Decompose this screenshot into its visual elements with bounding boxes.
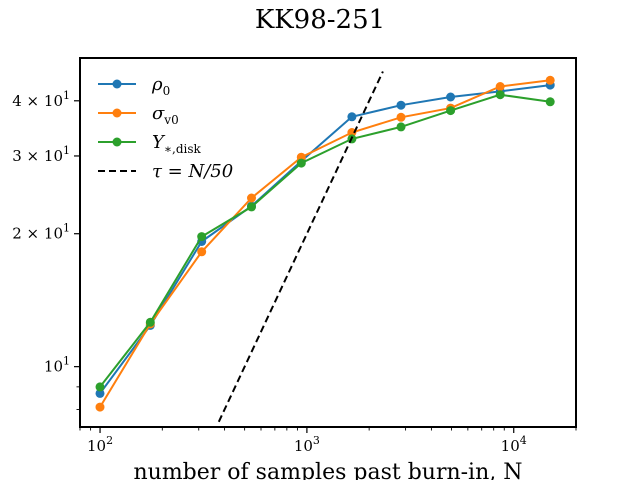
series-2-point-9	[545, 97, 555, 107]
x-tick-label-0: 102	[87, 434, 113, 455]
series-2-point-7	[446, 106, 456, 116]
series-2-point-4	[296, 158, 306, 168]
legend-label-0: ρ0	[151, 74, 170, 98]
legend-label-2: Υ∗,disk	[152, 132, 202, 156]
y-tick-label-2: 3 × 101	[12, 144, 70, 165]
series-1-point-6	[396, 112, 406, 122]
legend-label-1: σv0	[152, 103, 179, 127]
y-tick-label-1: 2 × 101	[12, 222, 70, 243]
legend-item-0: ρ0	[98, 74, 170, 98]
series-2-point-2	[197, 232, 207, 242]
series-2-point-8	[495, 90, 505, 100]
series-1-point-0	[95, 402, 105, 412]
x-axis-label: number of samples past burn-in, N	[133, 460, 522, 480]
series-2-point-6	[396, 122, 406, 132]
series-1-point-8	[495, 82, 505, 91]
plot-area	[95, 71, 555, 423]
series-0-point-0	[95, 388, 105, 398]
series-0-point-5	[347, 112, 357, 122]
x-axis-ticks: 102 103 104	[79, 427, 577, 455]
x-tick-label-2: 104	[501, 434, 527, 455]
series-line-0	[99, 84, 551, 394]
series-1-point-2	[197, 247, 207, 257]
legend: ρ0 σv0 Υ∗,disk τ = N/50	[98, 74, 233, 182]
legend-swatch-marker-2	[112, 137, 122, 147]
series-2-point-1	[145, 317, 155, 327]
series-1-point-5	[347, 128, 357, 137]
x-tick-label-1: 103	[294, 434, 320, 455]
series-2-point-3	[247, 202, 256, 212]
y-axis-ticks: 101 2 × 101 3 × 101 4 × 101	[12, 89, 80, 410]
series-2-point-0	[95, 382, 105, 392]
legend-label-3: τ = N/50	[152, 161, 233, 182]
y-tick-label-0: 101	[44, 355, 70, 376]
legend-item-2: Υ∗,disk	[98, 132, 202, 156]
series-1-point-9	[545, 75, 555, 85]
series-1-point-3	[247, 193, 256, 203]
legend-swatch-marker-0	[112, 79, 122, 89]
series-line-2	[99, 93, 551, 388]
plot-frame	[79, 57, 577, 428]
series-line-1	[99, 79, 551, 408]
series-line-dashed	[217, 71, 384, 423]
legend-item-1: σv0	[98, 103, 179, 127]
y-tick-label-3: 4 × 101	[12, 89, 70, 110]
series-0-point-6	[396, 100, 406, 110]
legend-item-3: τ = N/50	[98, 161, 233, 182]
legend-swatch-marker-1	[112, 108, 122, 118]
chart-title: KK98-251	[255, 5, 385, 35]
series-0-point-7	[446, 92, 456, 102]
